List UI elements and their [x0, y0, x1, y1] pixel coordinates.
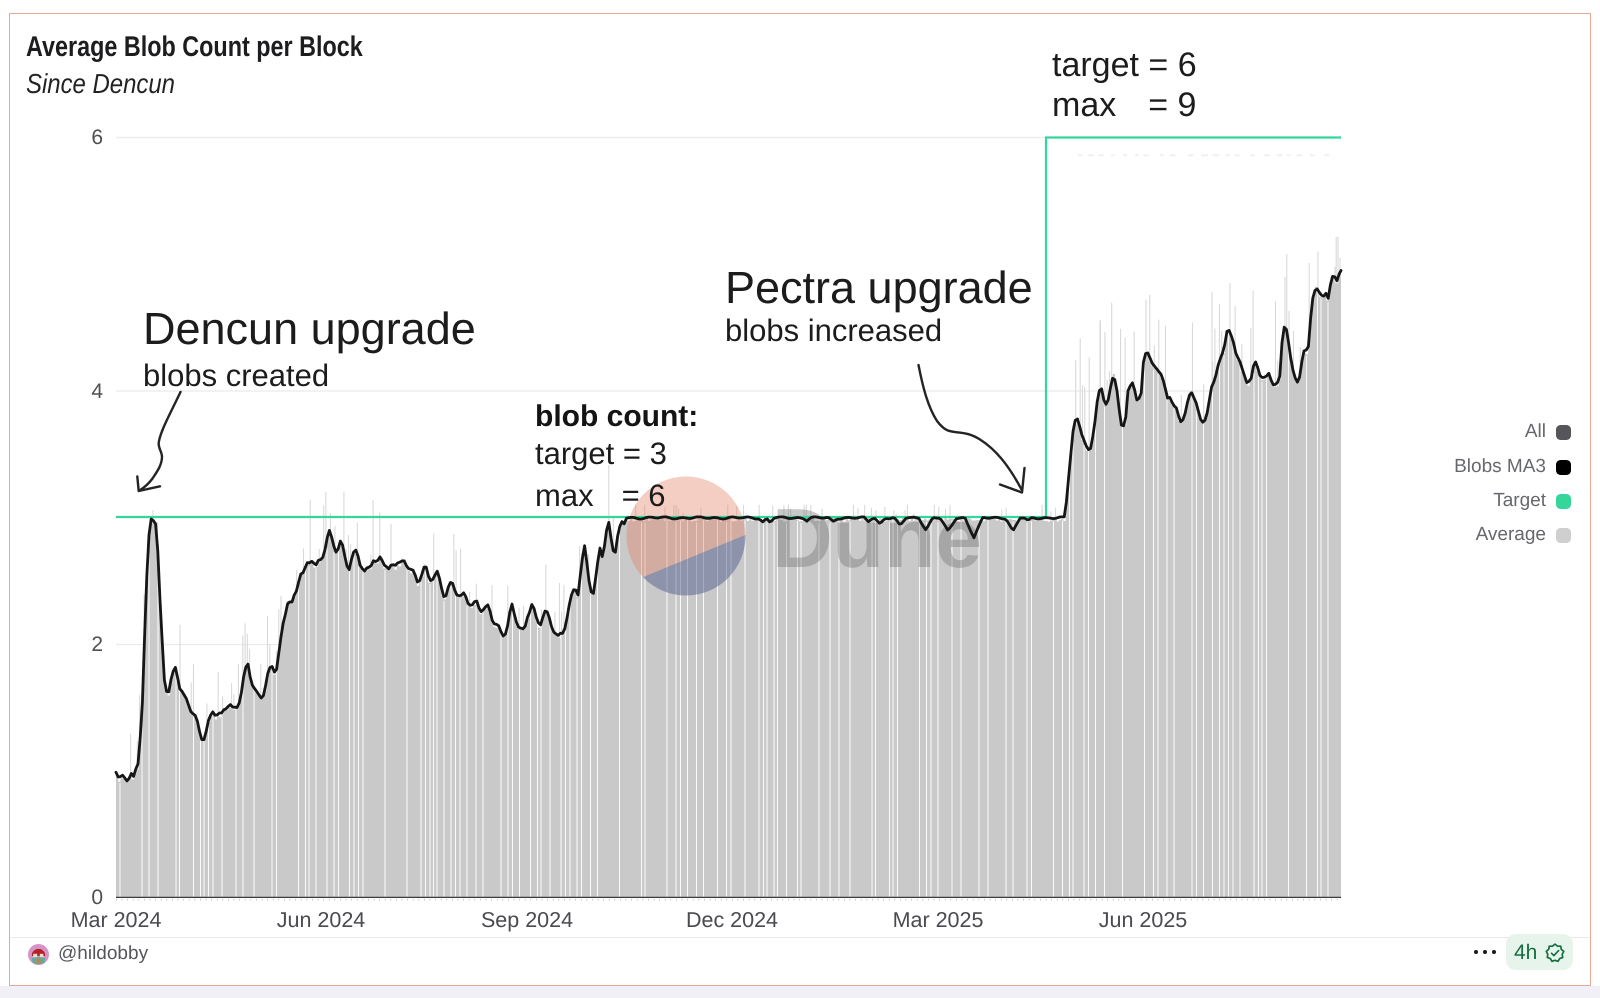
- svg-text:Dune: Dune: [772, 491, 982, 585]
